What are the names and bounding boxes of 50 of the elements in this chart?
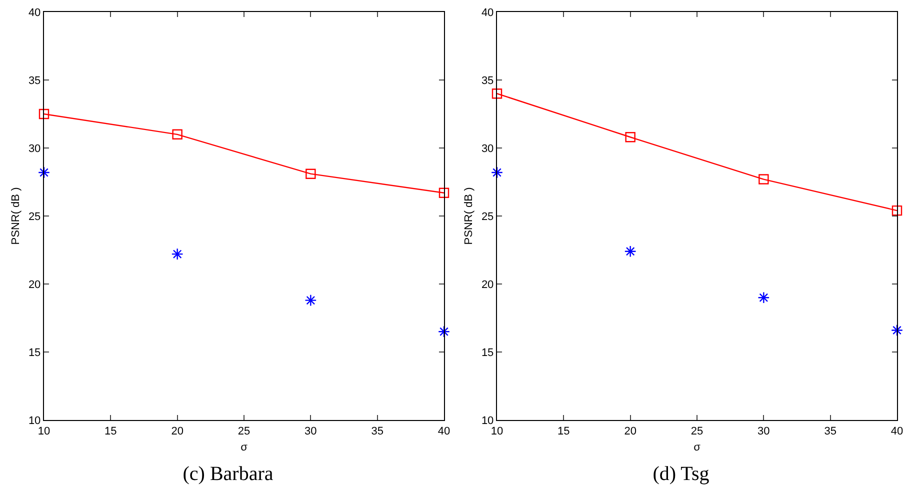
y-tick-label: 10 bbox=[481, 414, 494, 427]
y-tick-label: 30 bbox=[481, 142, 494, 155]
x-tick-label: 35 bbox=[371, 425, 384, 438]
point bbox=[891, 324, 903, 336]
point bbox=[172, 129, 182, 140]
y-tick-label: 40 bbox=[481, 6, 494, 19]
point bbox=[758, 174, 769, 184]
x-tick-label: 30 bbox=[304, 425, 317, 438]
x-tick-label: 25 bbox=[690, 425, 704, 438]
x-tick-label: 15 bbox=[104, 425, 117, 438]
x-tick-label: 10 bbox=[38, 425, 50, 438]
point bbox=[438, 188, 450, 198]
point bbox=[438, 326, 450, 338]
y-tick-label: 15 bbox=[481, 346, 494, 359]
point bbox=[625, 132, 636, 142]
point bbox=[38, 108, 50, 120]
point bbox=[758, 292, 770, 304]
x-tick-label: 20 bbox=[171, 425, 184, 438]
text: (d) Tsg bbox=[652, 463, 710, 486]
y-tick-label: 30 bbox=[28, 142, 41, 155]
x-tick-label: 40 bbox=[890, 425, 904, 438]
x-tick-label: 15 bbox=[558, 425, 570, 438]
point bbox=[624, 245, 636, 258]
x-axis-title: σ bbox=[694, 442, 701, 454]
y-tick-label: 10 bbox=[28, 414, 41, 427]
x-tick-label: 40 bbox=[438, 425, 450, 438]
point bbox=[492, 88, 502, 99]
y-axis-title: PSNR( dB ) bbox=[10, 187, 22, 245]
point bbox=[892, 205, 902, 216]
text: (c) Barbara bbox=[182, 463, 274, 486]
point bbox=[38, 166, 50, 178]
y-axis-title: PSNR( dB ) bbox=[463, 187, 476, 245]
y-tick-label: 35 bbox=[481, 74, 494, 87]
y-tick-label: 25 bbox=[481, 210, 494, 223]
point bbox=[306, 168, 316, 179]
y-tick-label: 25 bbox=[28, 210, 41, 223]
y-tick-label: 20 bbox=[28, 278, 41, 291]
y-tick-label: 15 bbox=[28, 346, 41, 359]
x-tick-label: 30 bbox=[758, 425, 770, 438]
x-tick-label: 25 bbox=[238, 425, 250, 438]
x-axis-title: σ bbox=[240, 442, 248, 454]
x-tick-label: 35 bbox=[824, 425, 836, 438]
y-tick-label: 35 bbox=[28, 74, 41, 87]
point bbox=[171, 248, 184, 260]
y-tick-label: 20 bbox=[481, 278, 494, 291]
point bbox=[304, 294, 317, 306]
point bbox=[491, 166, 503, 178]
x-tick-label: 20 bbox=[624, 425, 636, 438]
x-tick-label: 10 bbox=[490, 425, 504, 438]
y-tick-label: 40 bbox=[28, 6, 41, 19]
